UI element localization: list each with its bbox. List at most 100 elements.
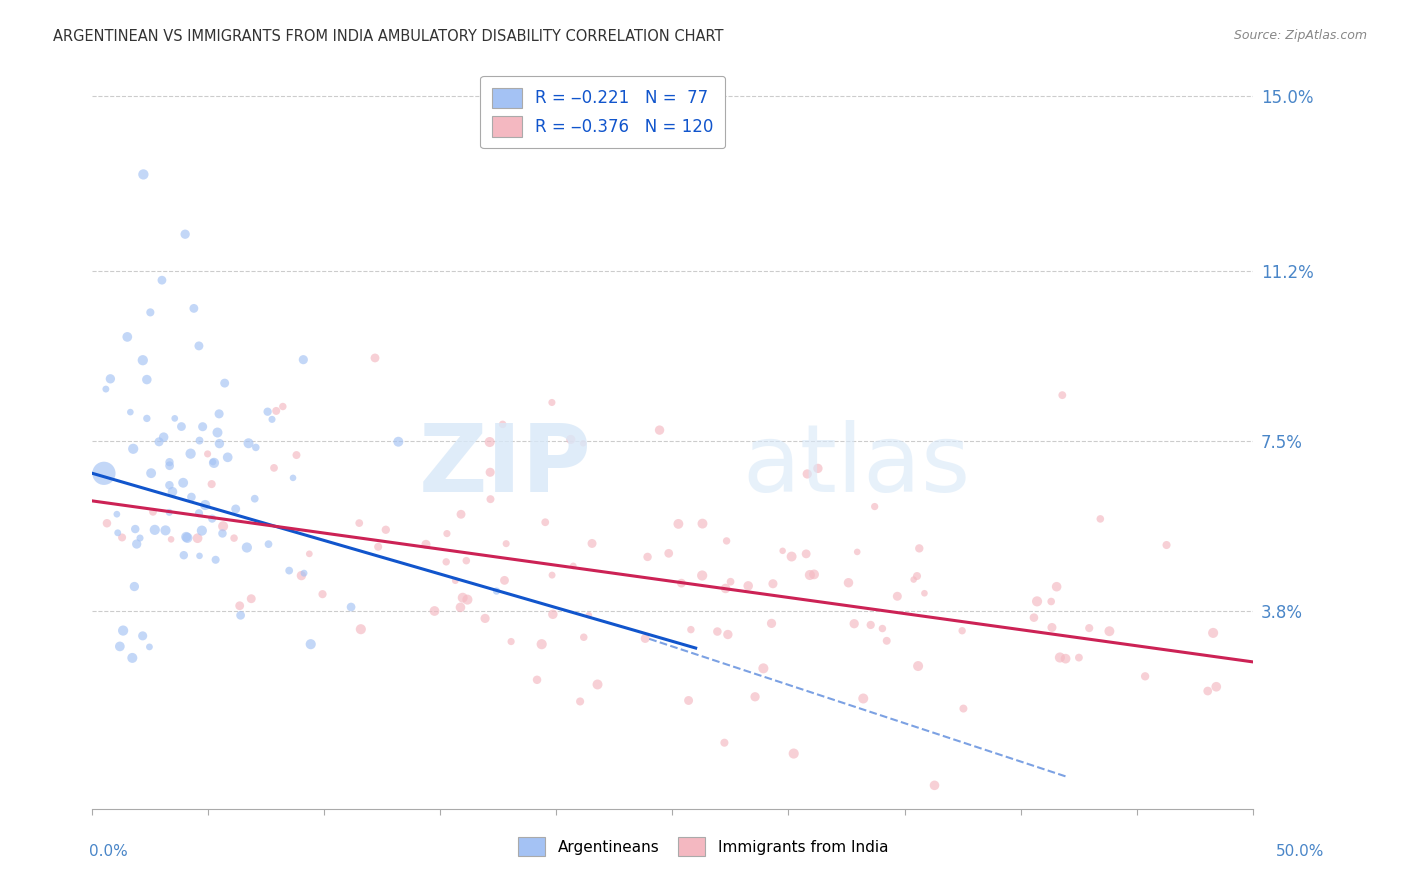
Point [658,546,681,560]
Point [634,632,657,646]
Point [387,434,409,449]
Point [285,448,308,462]
Point [562,558,585,573]
Point [1049,650,1071,665]
Point [100,372,122,386]
Text: 50.0%: 50.0% [1277,845,1324,859]
Point [257,537,280,551]
Point [678,693,700,707]
Point [150,273,173,287]
Point [744,690,766,704]
Point [278,564,301,578]
Point [737,579,759,593]
Point [191,524,214,538]
Point [264,404,287,418]
Point [692,516,714,531]
Point [142,505,165,519]
Point [122,442,145,456]
Point [1054,651,1077,665]
Point [117,330,139,344]
Point [530,637,553,651]
Point [713,736,735,750]
Point [207,425,229,440]
Point [578,608,600,623]
Point [292,352,315,367]
Point [121,651,143,665]
Point [451,591,474,605]
Point [478,435,501,450]
Point [139,305,162,319]
Point [155,524,177,538]
Point [111,531,134,545]
Point [172,475,194,490]
Point [243,491,266,506]
Point [1205,680,1227,694]
Point [491,417,513,432]
Point [706,624,728,639]
Point [886,589,908,603]
Point [138,640,160,654]
Point [163,411,186,425]
Text: ARGENTINEAN VS IMMIGRANTS FROM INDIA AMBULATORY DISABILITY CORRELATION CHART: ARGENTINEAN VS IMMIGRANTS FROM INDIA AMB… [53,29,724,44]
Point [1040,620,1063,634]
Point [762,576,785,591]
Point [211,526,233,541]
Point [783,747,806,761]
Point [479,465,502,479]
Point [541,568,564,582]
Point [105,507,128,521]
Text: atlas: atlas [742,420,970,512]
Point [208,436,231,450]
Point [225,502,247,516]
Point [364,351,387,365]
Point [152,430,174,444]
Point [157,478,180,492]
Point [188,549,211,563]
Point [716,533,738,548]
Point [139,466,162,480]
Point [290,568,312,582]
Point [720,574,742,589]
Point [256,405,278,419]
Point [807,461,830,475]
Point [450,508,472,522]
Point [374,523,396,537]
Text: ZIP: ZIP [419,420,592,512]
Point [124,522,146,536]
Point [292,566,315,581]
Point [671,576,693,591]
Point [112,624,135,638]
Point [93,467,115,481]
Point [202,456,225,470]
Point [124,580,146,594]
Point [214,376,236,391]
Point [1133,669,1156,683]
Point [526,673,548,687]
Point [1090,512,1112,526]
Point [456,592,478,607]
Point [131,629,153,643]
Point [160,533,183,547]
Point [217,450,239,465]
Point [474,611,496,625]
Point [752,661,775,675]
Point [159,458,181,473]
Point [120,405,142,419]
Point [803,567,825,582]
Point [125,537,148,551]
Point [690,568,713,582]
Legend: R = ‒0.221   N =  77, R = ‒0.376   N = 120: R = ‒0.221 N = 77, R = ‒0.376 N = 120 [481,76,725,148]
Text: 0.0%: 0.0% [89,845,128,859]
Point [148,434,170,449]
Point [197,447,219,461]
Point [188,434,211,448]
Point [245,441,267,455]
Point [260,412,283,426]
Point [436,526,458,541]
Point [1098,624,1121,639]
Point [572,436,595,450]
Point [581,536,603,550]
Point [194,498,217,512]
Point [180,447,202,461]
Point [872,622,894,636]
